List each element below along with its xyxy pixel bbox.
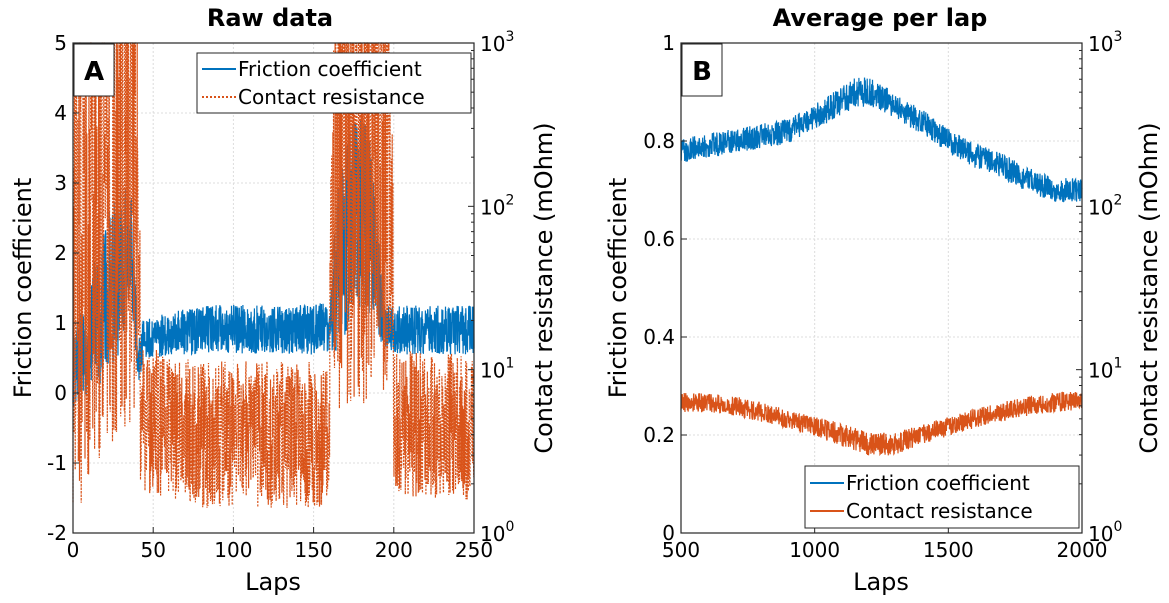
series-line-friction: [72, 119, 475, 406]
y-right-tick-label: 100: [480, 519, 514, 546]
panel-b-frame: [680, 42, 1083, 534]
y-left-tick-label: -2: [47, 521, 67, 545]
series-line-resistance: [680, 391, 1083, 457]
x-tick-label: 200: [375, 538, 413, 562]
series-line-resistance: [72, 42, 475, 508]
series-line-friction: [680, 77, 1083, 203]
y-left-tick-label: 3: [54, 171, 67, 195]
y-right-tick-label: 102: [480, 192, 514, 219]
panel-a-xlabel: Laps: [245, 568, 301, 596]
panel-a-letter-box: A: [73, 43, 115, 97]
panel-b-series: [680, 77, 1083, 457]
y-left-tick-label: 1: [54, 311, 67, 335]
panel-b-ylabel-right: Contact resistance (mOhm): [1135, 122, 1163, 453]
x-tick-label: 50: [140, 538, 165, 562]
y-left-tick-label: 0: [662, 521, 675, 545]
panel-b-legend-resistance: Contact resistance: [846, 499, 1033, 523]
panel-a-letter: A: [84, 57, 104, 87]
y-left-tick-label: 0.6: [643, 227, 675, 251]
y-right-tick-label: 103: [480, 29, 514, 56]
panel-a-frame: [72, 42, 475, 534]
panel-a-legend-resistance: Contact resistance: [238, 85, 425, 109]
x-tick-label: 150: [295, 538, 333, 562]
y-left-tick-label: 5: [54, 31, 67, 55]
x-tick-label: 100: [214, 538, 252, 562]
y-left-tick-label: 4: [54, 101, 67, 125]
panel-a-legend: Friction coefficient Contact resistance: [196, 52, 472, 114]
panel-a-legend-friction: Friction coefficient: [238, 57, 422, 81]
y-left-tick-label: 0: [54, 381, 67, 405]
panel-b: Average per lap 500 1000 1500 2000 0 0.2 0.4 0.…: [604, 4, 1163, 596]
y-left-tick-label: 0.8: [643, 129, 675, 153]
panel-a-title: Raw data: [207, 4, 333, 32]
panel-a: Raw data 0 50 100 150 200 250 -2 -1 0 1 2 3 4 5 100 101…: [9, 4, 558, 596]
x-tick-label: 1500: [923, 538, 974, 562]
x-tick-label: 250: [455, 538, 493, 562]
y-right-tick-label: 100: [1088, 519, 1122, 546]
x-tick-label: 1000: [789, 538, 840, 562]
panel-a-ticks: 0 50 100 150 200 250 -2 -1 0 1 2 3 4 5 100 101 102 103: [47, 29, 514, 562]
panel-b-legend-friction: Friction coefficient: [846, 471, 1030, 495]
y-left-tick-label: 2: [54, 241, 67, 265]
y-right-tick-label: 101: [480, 356, 514, 383]
x-tick-label: 2000: [1057, 538, 1108, 562]
panel-a-legend-box: [196, 52, 472, 114]
y-left-tick-label: 0.4: [643, 325, 675, 349]
panel-b-letter-frame: [681, 43, 723, 97]
panel-b-letter: B: [692, 57, 712, 87]
panel-b-ticks: 500 1000 1500 2000 0 0.2 0.4 0.6 0.8 1 100 101 102 10…: [643, 29, 1122, 562]
y-right-tick-label: 101: [1088, 356, 1122, 383]
panel-a-letter-frame: [73, 43, 115, 97]
panel-b-legend-box: [804, 465, 1080, 529]
panel-a-series: [72, 42, 475, 508]
y-right-tick-label: 102: [1088, 192, 1122, 219]
panel-b-title: Average per lap: [773, 4, 988, 32]
y-left-tick-label: 1: [662, 31, 675, 55]
y-left-tick-label: -1: [47, 451, 67, 475]
panel-b-legend: Friction coefficient Contact resistance: [804, 465, 1080, 529]
panel-b-grid: [681, 43, 1082, 533]
panel-b-ylabel-left: Friction coefficient: [604, 178, 632, 399]
panel-a-ylabel-right: Contact resistance (mOhm): [530, 122, 558, 453]
panel-b-letter-box: B: [681, 43, 723, 97]
y-left-tick-label: 0.2: [643, 423, 675, 447]
panel-a-ylabel-left: Friction coefficient: [9, 178, 37, 399]
x-tick-label: 0: [67, 538, 80, 562]
panel-b-xlabel: Laps: [853, 568, 909, 596]
y-right-tick-label: 103: [1088, 29, 1122, 56]
x-tick-label: 500: [662, 538, 700, 562]
